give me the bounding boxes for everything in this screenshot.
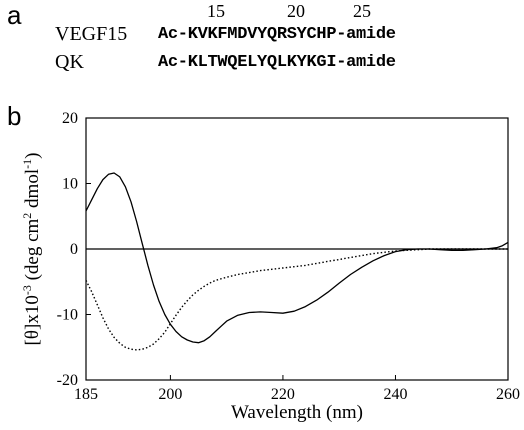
y-axis-title-sup-1: -3 [20,285,34,295]
y-axis-title-part-1: [θ]x10 [22,295,43,345]
sequence-name-vegf15: VEGF15 [55,23,128,45]
panel-a-letter: a [7,0,22,30]
x-tick-label: 220 [271,386,295,403]
series-line-dotted [85,248,508,351]
panel-b-letter: b [7,101,22,131]
y-axis-title: [θ]x10-3 (deg cm2 dmol-1) [20,153,43,346]
y-tick-label: 20 [62,110,78,127]
residue-number-15: 15 [207,1,225,21]
sequence-vegf15: Ac-KVKFMDVYQRSYCHP-amide [158,25,396,44]
y-axis-title-sup-3: -1 [20,159,34,169]
x-tick-label: 185 [74,386,98,403]
sequence-qk: Ac-KLTWQELYQLKYKGI-amide [158,53,396,72]
y-tick-label: -20 [57,372,78,389]
x-tick-label: 200 [158,386,182,403]
residue-number-25: 25 [353,1,371,21]
x-axis-title: Wavelength (nm) [231,402,363,423]
y-axis-title-part-3: dmol [22,169,43,213]
y-axis-title-part-4: ) [22,153,43,159]
y-axis-title-sup-2: 2 [20,213,34,219]
y-tick-label: 0 [70,241,78,258]
y-axis-title-part-2: (deg cm [22,218,43,285]
x-tick-label: 240 [383,386,407,403]
y-tick-label: 10 [62,176,78,193]
sequence-name-qk: QK [55,51,84,73]
series-line-solid [85,172,509,344]
y-tick-label: -10 [57,307,78,324]
residue-number-20: 20 [287,1,305,21]
x-tick-label: 260 [496,386,520,403]
